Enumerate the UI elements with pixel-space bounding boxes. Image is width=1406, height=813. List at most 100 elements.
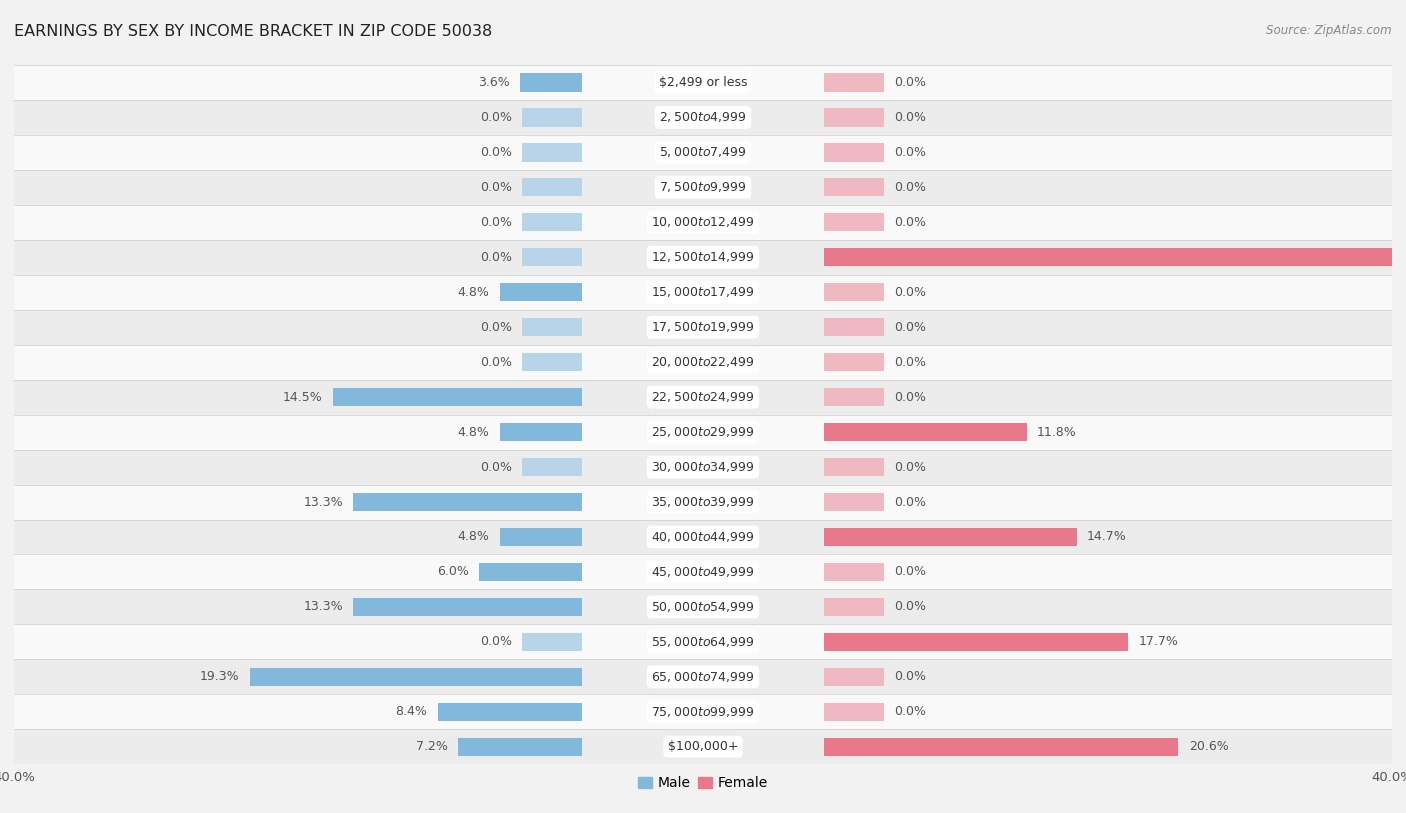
Text: 0.0%: 0.0%: [894, 566, 927, 578]
Text: EARNINGS BY SEX BY INCOME BRACKET IN ZIP CODE 50038: EARNINGS BY SEX BY INCOME BRACKET IN ZIP…: [14, 24, 492, 39]
Text: $45,000 to $49,999: $45,000 to $49,999: [651, 565, 755, 579]
Bar: [824, 283, 884, 302]
Bar: [824, 213, 884, 232]
Bar: [14, 310, 1392, 345]
Text: Source: ZipAtlas.com: Source: ZipAtlas.com: [1267, 24, 1392, 37]
Bar: [824, 423, 1026, 441]
Text: $40,000 to $44,999: $40,000 to $44,999: [651, 530, 755, 544]
Bar: [522, 248, 582, 267]
Text: $12,500 to $14,999: $12,500 to $14,999: [651, 250, 755, 264]
Text: 0.0%: 0.0%: [479, 321, 512, 333]
Text: $30,000 to $34,999: $30,000 to $34,999: [651, 460, 755, 474]
Bar: [14, 65, 1392, 100]
Bar: [14, 624, 1392, 659]
Text: 0.0%: 0.0%: [479, 356, 512, 368]
Bar: [14, 240, 1392, 275]
Bar: [522, 458, 582, 476]
Text: $10,000 to $12,499: $10,000 to $12,499: [651, 215, 755, 229]
Bar: [14, 135, 1392, 170]
Bar: [522, 633, 582, 651]
Text: 17.7%: 17.7%: [1139, 636, 1178, 648]
Text: 6.0%: 6.0%: [437, 566, 468, 578]
Bar: [522, 143, 582, 162]
Text: $7,500 to $9,999: $7,500 to $9,999: [659, 180, 747, 194]
Text: $75,000 to $99,999: $75,000 to $99,999: [651, 705, 755, 719]
Bar: [14, 275, 1392, 310]
Bar: [14, 729, 1392, 764]
Text: $25,000 to $29,999: $25,000 to $29,999: [651, 425, 755, 439]
Text: 0.0%: 0.0%: [894, 321, 927, 333]
Text: 0.0%: 0.0%: [894, 391, 927, 403]
Text: $35,000 to $39,999: $35,000 to $39,999: [651, 495, 755, 509]
Bar: [520, 73, 582, 92]
Text: 0.0%: 0.0%: [894, 496, 927, 508]
Text: 0.0%: 0.0%: [894, 461, 927, 473]
Text: 0.0%: 0.0%: [894, 111, 927, 124]
Bar: [499, 528, 582, 546]
Bar: [14, 170, 1392, 205]
Bar: [824, 73, 884, 92]
Bar: [522, 178, 582, 197]
Text: 13.3%: 13.3%: [304, 496, 343, 508]
Bar: [824, 633, 1129, 651]
Bar: [14, 520, 1392, 554]
Text: $2,499 or less: $2,499 or less: [659, 76, 747, 89]
Text: 0.0%: 0.0%: [479, 251, 512, 263]
Text: $50,000 to $54,999: $50,000 to $54,999: [651, 600, 755, 614]
Text: $100,000+: $100,000+: [668, 741, 738, 753]
Bar: [824, 353, 884, 372]
Bar: [14, 694, 1392, 729]
Text: 0.0%: 0.0%: [894, 216, 927, 228]
Text: 7.2%: 7.2%: [416, 741, 449, 753]
Bar: [824, 388, 884, 406]
Bar: [824, 493, 884, 511]
Text: $5,000 to $7,499: $5,000 to $7,499: [659, 146, 747, 159]
Bar: [14, 554, 1392, 589]
Bar: [14, 415, 1392, 450]
Text: 0.0%: 0.0%: [479, 636, 512, 648]
Text: 0.0%: 0.0%: [894, 76, 927, 89]
Text: 0.0%: 0.0%: [894, 181, 927, 193]
Bar: [14, 589, 1392, 624]
Bar: [824, 248, 1406, 267]
Bar: [824, 563, 884, 581]
Bar: [353, 598, 582, 616]
Text: 0.0%: 0.0%: [479, 111, 512, 124]
Text: 19.3%: 19.3%: [200, 671, 239, 683]
Bar: [522, 213, 582, 232]
Text: $17,500 to $19,999: $17,500 to $19,999: [651, 320, 755, 334]
Bar: [824, 458, 884, 476]
Text: 0.0%: 0.0%: [479, 216, 512, 228]
Text: 11.8%: 11.8%: [1038, 426, 1077, 438]
Bar: [824, 143, 884, 162]
Bar: [522, 318, 582, 337]
Bar: [824, 667, 884, 686]
Text: $22,500 to $24,999: $22,500 to $24,999: [651, 390, 755, 404]
Bar: [250, 667, 582, 686]
Bar: [824, 318, 884, 337]
Bar: [14, 450, 1392, 485]
Bar: [824, 528, 1077, 546]
Text: 14.7%: 14.7%: [1087, 531, 1126, 543]
Text: 4.8%: 4.8%: [457, 426, 489, 438]
Bar: [479, 563, 582, 581]
Bar: [824, 598, 884, 616]
Text: 8.4%: 8.4%: [395, 706, 427, 718]
Bar: [522, 353, 582, 372]
Text: 0.0%: 0.0%: [894, 286, 927, 298]
Bar: [14, 380, 1392, 415]
Text: $65,000 to $74,999: $65,000 to $74,999: [651, 670, 755, 684]
Text: 14.5%: 14.5%: [283, 391, 322, 403]
Bar: [14, 100, 1392, 135]
Bar: [522, 108, 582, 127]
Bar: [333, 388, 582, 406]
Text: 3.6%: 3.6%: [478, 76, 510, 89]
Text: 4.8%: 4.8%: [457, 286, 489, 298]
Text: 0.0%: 0.0%: [479, 181, 512, 193]
Text: $15,000 to $17,499: $15,000 to $17,499: [651, 285, 755, 299]
Text: $55,000 to $64,999: $55,000 to $64,999: [651, 635, 755, 649]
Bar: [499, 423, 582, 441]
Text: 20.6%: 20.6%: [1188, 741, 1229, 753]
Text: 0.0%: 0.0%: [894, 601, 927, 613]
Text: 0.0%: 0.0%: [479, 461, 512, 473]
